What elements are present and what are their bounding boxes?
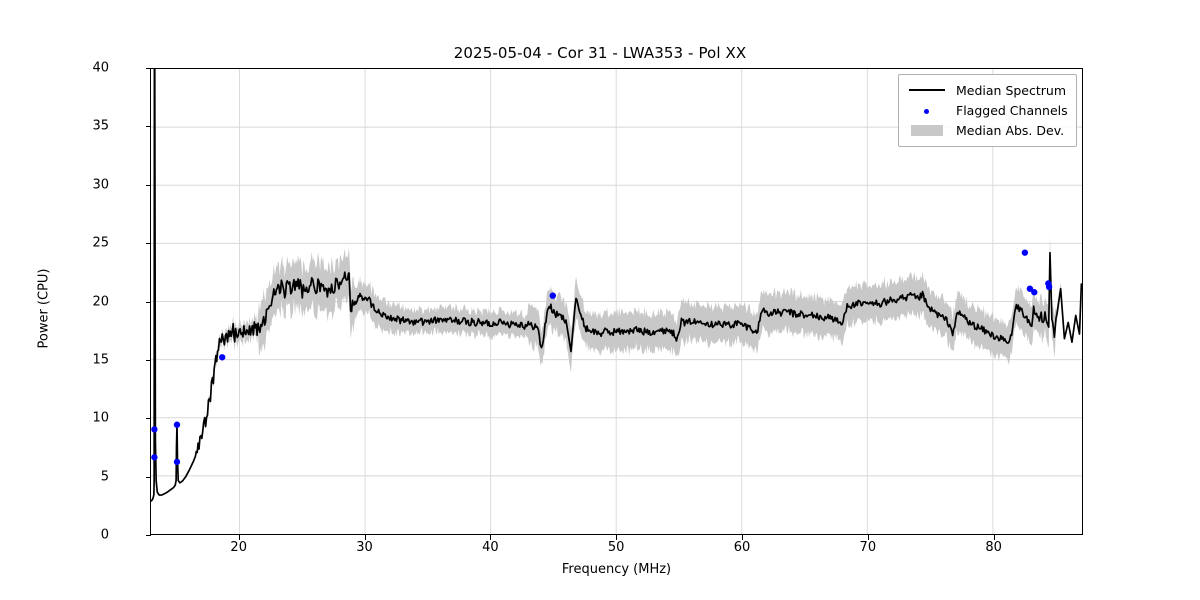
flagged-channel-point	[1021, 249, 1029, 256]
y-tick-mark	[146, 301, 151, 303]
x-tick-label: 80	[985, 540, 1002, 555]
y-tick-mark	[146, 68, 151, 70]
y-tick-label: 0	[100, 527, 109, 543]
x-tick-mark	[364, 535, 366, 540]
flagged-channel-point	[151, 426, 158, 433]
flagged-channel-point	[173, 421, 181, 428]
x-tick-mark	[993, 535, 995, 540]
y-tick-mark	[146, 418, 151, 420]
legend: Median Spectrum Flagged Channels Median …	[898, 74, 1077, 147]
x-tick-mark	[742, 535, 744, 540]
y-tick-mark	[146, 184, 151, 186]
y-tick-mark	[146, 359, 151, 361]
band-swatch-icon	[907, 123, 947, 137]
x-tick-label: 70	[859, 540, 877, 555]
x-tick-label: 60	[733, 540, 751, 555]
y-tick-mark	[146, 476, 151, 478]
line-swatch-icon	[907, 83, 947, 97]
flagged-channel-point	[1045, 283, 1053, 291]
x-tick-mark	[490, 535, 492, 540]
x-tick-label: 30	[356, 540, 373, 555]
legend-item-median-abs-dev: Median Abs. Dev.	[907, 120, 1068, 140]
flagged-channel-point	[173, 458, 181, 466]
x-tick-label: 40	[482, 540, 499, 555]
flagged-channel-point	[151, 454, 158, 461]
x-tick-label: 50	[607, 540, 625, 555]
y-tick-label: 35	[92, 118, 109, 134]
y-tick-label: 40	[92, 60, 109, 76]
y-tick-mark	[146, 535, 151, 537]
x-tick-mark	[616, 535, 618, 540]
y-tick-label: 30	[92, 177, 109, 193]
y-tick-label: 20	[92, 294, 109, 309]
x-axis-label: Frequency (MHz)	[561, 562, 672, 577]
legend-label: Median Spectrum	[956, 82, 1067, 98]
x-tick-mark	[238, 535, 240, 540]
median-spectrum-line	[151, 69, 1082, 502]
flagged-channel-point	[218, 354, 226, 361]
flagged-channel-point	[549, 292, 556, 299]
dot-swatch-icon	[907, 103, 947, 117]
flagged-channel-point	[1026, 285, 1034, 292]
x-tick-label: 20	[230, 540, 247, 555]
x-tick-mark	[867, 535, 869, 540]
y-tick-label: 10	[92, 410, 109, 426]
flagged-channel-point	[1031, 289, 1038, 296]
y-axis-label: Power (CPU)	[36, 268, 52, 349]
legend-item-median-spectrum: Median Spectrum	[907, 80, 1068, 100]
y-tick-mark	[146, 126, 151, 128]
legend-item-flagged-channels: Flagged Channels	[907, 100, 1068, 120]
y-tick-label: 5	[100, 469, 109, 485]
legend-label: Flagged Channels	[956, 102, 1068, 118]
y-tick-label: 25	[92, 235, 109, 251]
y-tick-mark	[146, 243, 151, 245]
y-tick-label: 15	[92, 352, 109, 368]
page-title: 2025-05-04 - Cor 31 - LWA353 - Pol XX	[453, 44, 747, 62]
legend-label: Median Abs. Dev.	[956, 122, 1065, 138]
flagged-channel-markers	[151, 249, 1053, 466]
